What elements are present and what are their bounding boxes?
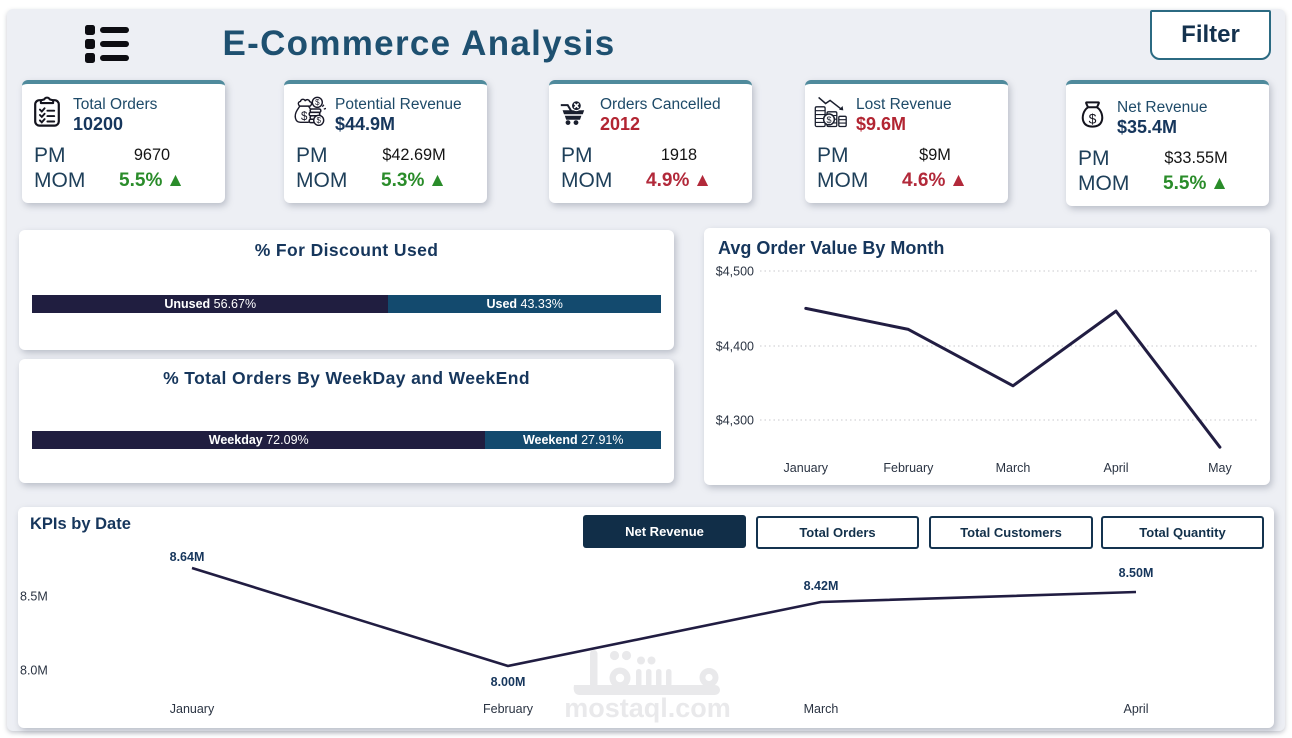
svg-text:April: April bbox=[1103, 461, 1128, 475]
svg-text:$: $ bbox=[316, 116, 321, 125]
svg-text:March: March bbox=[996, 461, 1031, 475]
svg-text:mostaql.com: mostaql.com bbox=[564, 693, 731, 723]
svg-text:March: March bbox=[804, 702, 839, 716]
svg-text:January: January bbox=[170, 702, 215, 716]
svg-text:$4,500: $4,500 bbox=[716, 265, 754, 279]
svg-text:$: $ bbox=[1088, 110, 1096, 126]
svg-text:8.5M: 8.5M bbox=[20, 590, 48, 604]
svg-text:$: $ bbox=[301, 111, 308, 123]
svg-text:May: May bbox=[1208, 461, 1232, 475]
svg-text:8.50M: 8.50M bbox=[1119, 566, 1154, 580]
svg-text:$4,400: $4,400 bbox=[716, 340, 754, 354]
svg-text:8.42M: 8.42M bbox=[804, 579, 839, 593]
svg-text:$: $ bbox=[826, 115, 831, 125]
svg-text:$: $ bbox=[315, 98, 320, 107]
svg-text:April: April bbox=[1123, 702, 1148, 716]
svg-text:February: February bbox=[483, 702, 534, 716]
svg-text:8.0M: 8.0M bbox=[20, 664, 48, 678]
svg-text:January: January bbox=[784, 461, 829, 475]
svg-text:$4,300: $4,300 bbox=[716, 414, 754, 428]
svg-text:February: February bbox=[883, 461, 934, 475]
svg-text:8.64M: 8.64M bbox=[170, 550, 205, 564]
svg-text:8.00M: 8.00M bbox=[491, 675, 526, 689]
